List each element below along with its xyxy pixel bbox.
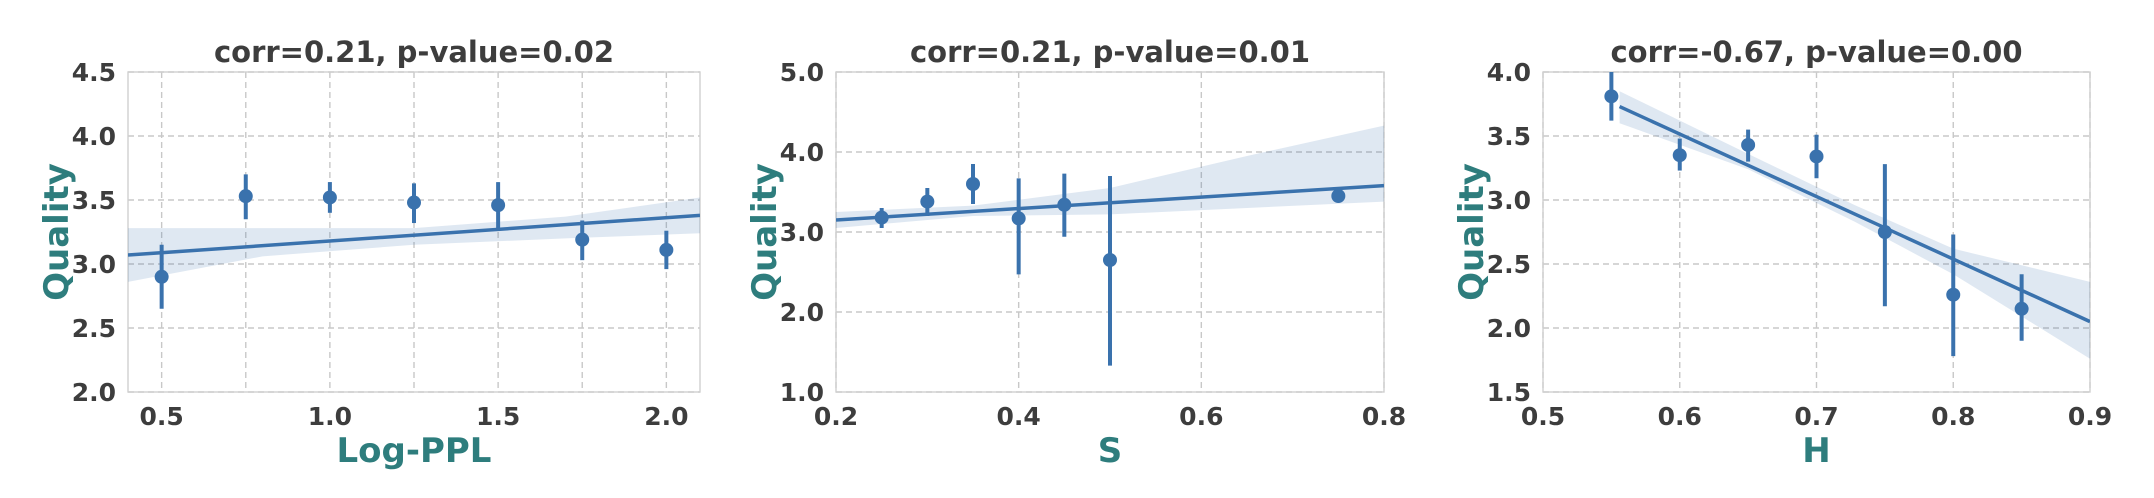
data-point — [154, 269, 169, 284]
data-point — [491, 198, 506, 213]
regression-line — [1618, 104, 2090, 324]
data-point — [1011, 211, 1026, 226]
data-point — [238, 189, 253, 204]
data-point — [920, 194, 935, 209]
data-point — [322, 190, 337, 205]
x-tick-label: 0.4 — [997, 402, 1041, 431]
y-tick-label: 4.0 — [1487, 58, 1531, 87]
regression-line — [128, 213, 700, 257]
plot-area — [128, 174, 700, 309]
x-tick-label: 0.7 — [1794, 402, 1838, 431]
y-tick-label: 3.0 — [72, 250, 116, 279]
x-axis-label: H — [1802, 431, 1830, 471]
y-tick-label: 3.0 — [1487, 186, 1531, 215]
plot-frame — [1542, 71, 2091, 393]
confidence-band — [128, 197, 700, 282]
x-tick-label: 0.8 — [1931, 402, 1975, 431]
data-point — [1946, 287, 1961, 302]
data-point — [1741, 137, 1756, 152]
panel-h: 0.5 0.6 0.7 0.8 0.9 1.5 2.0 2.5 3.0 3.5 4.0 corr=-0… — [1452, 35, 2112, 471]
data-point — [407, 195, 421, 210]
x-tick-label: 0.5 — [139, 402, 183, 431]
plot-area — [1604, 72, 2090, 359]
confidence-band — [1619, 91, 2090, 359]
x-tick-label: 0.6 — [1179, 402, 1223, 431]
y-tick-label: 4.5 — [72, 58, 116, 87]
plot-frame — [835, 71, 1385, 393]
chart-title: corr=-0.67, p-value=0.00 — [1610, 35, 2022, 69]
y-tick-label: 3.5 — [1487, 122, 1531, 151]
y-tick-label: 2.0 — [72, 378, 116, 407]
y-axis-label: Quality — [1452, 163, 1492, 301]
data-point — [1057, 197, 1072, 212]
y-tick-label: 1.5 — [1487, 378, 1531, 407]
y-tick-label: 3.0 — [780, 218, 824, 247]
x-axis-label: Log-PPL — [337, 431, 492, 471]
y-tick-label: 1.0 — [780, 378, 824, 407]
data-point — [1103, 253, 1117, 267]
x-tick-label: 0.9 — [2068, 402, 2112, 431]
y-tick-label: 2.5 — [1487, 250, 1531, 279]
x-tick-label: 2.0 — [644, 402, 688, 431]
y-tick-label: 2.0 — [1487, 314, 1531, 343]
chart-title: corr=0.21, p-value=0.02 — [214, 35, 614, 69]
x-tick-label: 1.0 — [308, 402, 352, 431]
x-tick-label: 1.5 — [476, 402, 520, 431]
y-tick-label: 2.0 — [780, 298, 824, 327]
data-point — [1809, 149, 1824, 164]
x-tick-label: 0.5 — [1521, 402, 1565, 431]
data-point — [874, 210, 889, 225]
y-tick-label: 4.0 — [72, 122, 116, 151]
y-tick-label: 4.0 — [780, 138, 824, 167]
data-point — [1877, 225, 1892, 239]
x-tick-label: 0.2 — [814, 402, 858, 431]
x-tick-label: 0.8 — [1362, 402, 1406, 431]
data-point — [966, 177, 980, 191]
panel-log-ppl: 0.5 1.0 1.5 2.0 2.0 2.5 3.0 3.5 4.0 4.5 corr=0.21,… — [37, 35, 701, 471]
y-tick-label: 2.5 — [72, 314, 116, 343]
data-point — [1672, 148, 1687, 163]
y-tick-label: 3.5 — [72, 186, 116, 215]
y-tick-label: 5.0 — [780, 58, 824, 87]
y-axis-label: Quality — [745, 163, 785, 301]
data-point — [659, 242, 674, 257]
data-point — [2014, 301, 2029, 316]
chart-title: corr=0.21, p-value=0.01 — [910, 35, 1310, 69]
y-axis-label: Quality — [37, 163, 77, 301]
x-axis-label: S — [1098, 431, 1123, 471]
data-point — [1604, 89, 1619, 104]
panel-s: 0.2 0.4 0.6 0.8 1.0 2.0 3.0 4.0 5.0 corr=0.21, p-… — [745, 35, 1406, 471]
plot-frame — [127, 71, 701, 393]
data-point — [575, 232, 590, 247]
data-point — [1331, 189, 1346, 203]
confidence-band — [836, 125, 1384, 228]
x-tick-label: 0.6 — [1658, 402, 1702, 431]
plot-area — [836, 125, 1384, 366]
